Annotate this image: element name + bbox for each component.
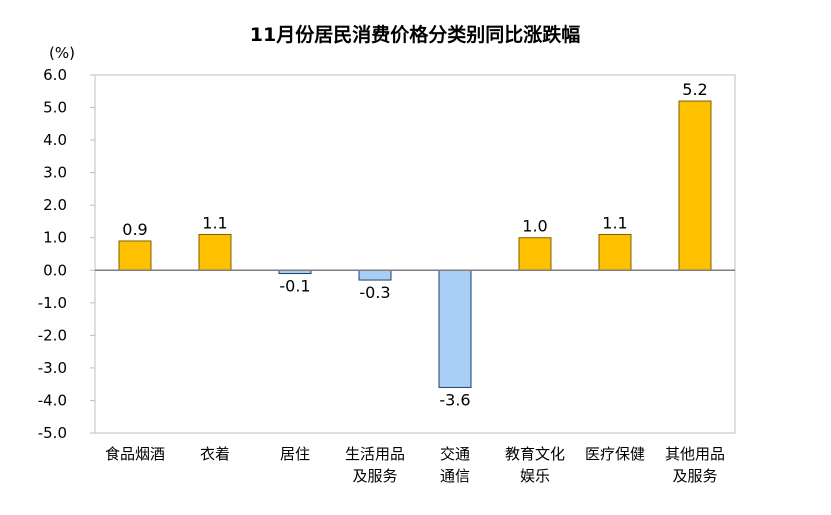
data-label: 0.9 (122, 220, 147, 239)
y-tick-label: -1.0 (38, 294, 67, 312)
category-label: 居住 (280, 445, 310, 463)
data-label: 5.2 (682, 80, 707, 99)
bar-7 (598, 233, 632, 271)
y-tick-label: 2.0 (43, 196, 67, 214)
category-label: 娱乐 (520, 467, 550, 485)
bar-5 (438, 269, 472, 388)
y-tick-label: -2.0 (38, 326, 67, 344)
y-tick-label: 0.0 (43, 261, 67, 279)
y-tick-label: 3.0 (43, 164, 67, 182)
category-label: 医疗保健 (585, 445, 645, 463)
bar-8 (678, 100, 712, 271)
bar-2 (198, 233, 232, 271)
data-label: 1.1 (202, 213, 227, 232)
bar-4 (358, 269, 392, 281)
y-tick-label: 4.0 (43, 131, 67, 149)
bar-6 (518, 237, 552, 271)
y-axis-unit-label: (%) (49, 44, 75, 62)
y-tick-label: -3.0 (38, 359, 67, 377)
plot-area-frame (94, 74, 736, 434)
y-tick-label: 6.0 (43, 66, 67, 84)
category-label: 衣着 (200, 445, 230, 463)
y-tick-label: -4.0 (38, 391, 67, 409)
category-label: 食品烟酒 (105, 445, 165, 463)
chart-title: 11月份居民消费价格分类别同比涨跌幅 (250, 23, 580, 46)
category-label: 通信 (440, 467, 470, 485)
data-labels: 0.9 1.1 -0.1 -0.3 -3.6 1.0 1.1 5.2 (122, 80, 707, 409)
data-label: 1.1 (602, 213, 627, 232)
data-label: -3.6 (439, 390, 470, 409)
category-label: 及服务 (672, 467, 717, 485)
y-tick-label: 5.0 (43, 99, 67, 117)
category-label: 交通 (440, 445, 470, 463)
category-label: 及服务 (352, 467, 397, 485)
category-label: 其他用品 (665, 445, 725, 463)
y-tick-label: -5.0 (38, 424, 67, 442)
category-label: 教育文化 (505, 445, 565, 463)
y-tick-label: 1.0 (43, 229, 67, 247)
data-label: 1.0 (522, 217, 547, 236)
bars (118, 100, 712, 388)
data-label: -0.3 (359, 283, 390, 302)
category-label: 生活用品 (345, 445, 405, 463)
data-label: -0.1 (279, 277, 310, 296)
y-axis-ticks: 6.0 5.0 4.0 3.0 2.0 1.0 0.0 -1.0 -2.0 -3.0 -4.0 -5.… (38, 66, 95, 442)
bar-1 (118, 240, 152, 271)
